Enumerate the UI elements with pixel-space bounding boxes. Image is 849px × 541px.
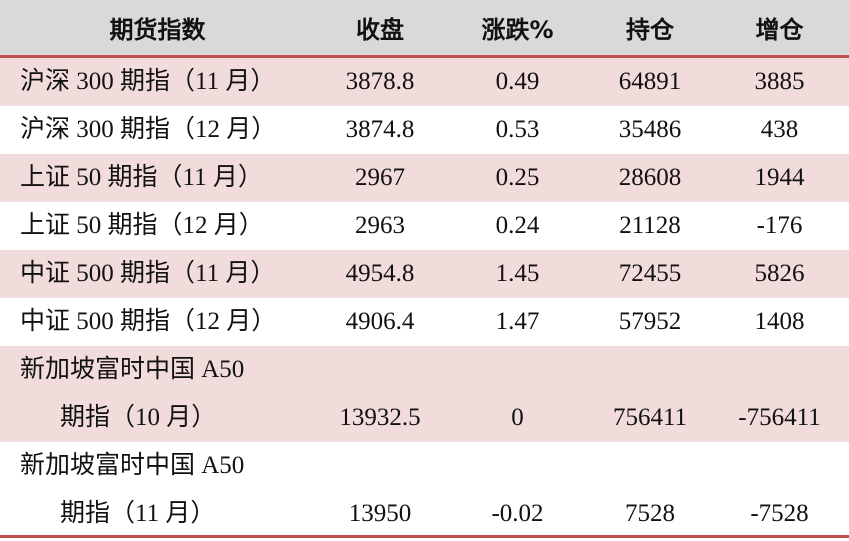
- name-cell: 新加坡富时中国 A50 期指（10 月）: [0, 346, 315, 442]
- value-cell: 3878.8: [345, 68, 415, 95]
- name-line: 新加坡富时中国 A50: [20, 452, 245, 479]
- name-line: 上证 50 期指（12 月）: [20, 212, 264, 239]
- header-cell: 期货指数: [109, 16, 206, 44]
- value-cell: 1.47: [495, 308, 540, 335]
- value-cell: 0.24: [495, 212, 540, 239]
- value-cell: 0.53: [495, 116, 540, 143]
- header-cell: 涨跌%: [481, 16, 554, 44]
- value-cell: 5826: [754, 260, 805, 287]
- name-lines: 沪深 300 期指（11 月）: [20, 58, 275, 106]
- table-row: 沪深 300 期指（12 月） 3874.8 0.53 35486 438: [0, 106, 849, 154]
- value-cell: -0.02: [491, 500, 544, 527]
- value-cell: 0.49: [495, 68, 540, 95]
- name-line: 中证 500 期指（11 月）: [20, 260, 276, 287]
- name-line: 期指（11 月）: [60, 500, 216, 527]
- name-lines: 新加坡富时中国 A50 期指（11 月）: [20, 442, 244, 538]
- name-cell: 上证 50 期指（11 月）: [0, 154, 315, 202]
- name-line: 沪深 300 期指（12 月）: [20, 116, 277, 143]
- name-line: 新加坡富时中国 A50: [20, 356, 245, 383]
- value-cell: 57952: [618, 308, 682, 335]
- table-row: 中证 500 期指（12 月） 4906.4 1.47 57952 1408: [0, 298, 849, 346]
- value-cell: 28608: [618, 164, 682, 191]
- name-lines: 沪深 300 期指（12 月）: [20, 106, 276, 154]
- name-line: 期指（10 月）: [60, 404, 217, 431]
- value-cell: 21128: [619, 212, 681, 239]
- value-cell: -7528: [750, 500, 809, 527]
- name-lines: 中证 500 期指（11 月）: [20, 250, 275, 298]
- value-cell: 13932.5: [339, 404, 421, 431]
- value-cell: 3874.8: [345, 116, 415, 143]
- value-cell: 64891: [618, 68, 682, 95]
- value-cell: 2967: [355, 164, 405, 191]
- value-cell: 4906.4: [345, 308, 415, 335]
- name-line: 沪深 300 期指（11 月）: [20, 68, 276, 95]
- name-line: 中证 500 期指（12 月）: [20, 308, 277, 335]
- header-row: 期货指数 收盘 涨跌% 持仓 增仓: [0, 0, 849, 58]
- value-cell: 0.25: [495, 164, 540, 191]
- name-lines: 上证 50 期指（12 月）: [20, 202, 264, 250]
- value-cell: 0: [511, 404, 524, 431]
- header-cell: 增仓: [755, 16, 804, 44]
- value-cell: 1408: [754, 308, 805, 335]
- value-cell: 3885: [754, 68, 805, 95]
- name-line: 上证 50 期指（11 月）: [20, 164, 263, 191]
- value-cell: 4954.8: [345, 260, 415, 287]
- name-lines: 新加坡富时中国 A50 期指（10 月）: [20, 346, 244, 442]
- value-cell: 35486: [618, 116, 682, 143]
- name-cell: 沪深 300 期指（11 月）: [0, 58, 315, 106]
- header-cell: 收盘: [356, 16, 404, 44]
- name-lines: 中证 500 期指（12 月）: [20, 298, 276, 346]
- table-row: 沪深 300 期指（11 月） 3878.8 0.49 64891 3885: [0, 58, 849, 106]
- bottom-rule: [0, 535, 849, 538]
- table-row: 上证 50 期指（12 月） 2963 0.24 21128 -176: [0, 202, 849, 250]
- header-cell: 持仓: [626, 16, 674, 44]
- value-cell: 2963: [355, 212, 405, 239]
- value-cell: 1.45: [495, 260, 540, 287]
- value-cell: -176: [756, 212, 803, 239]
- table-row: 中证 500 期指（11 月） 4954.8 1.45 72455 5826: [0, 250, 849, 298]
- name-cell: 上证 50 期指（12 月）: [0, 202, 315, 250]
- value-cell: 438: [760, 116, 799, 143]
- name-cell: 沪深 300 期指（12 月）: [0, 106, 315, 154]
- value-cell: 13950: [348, 500, 412, 527]
- name-lines: 上证 50 期指（11 月）: [20, 154, 263, 202]
- name-cell: 中证 500 期指（12 月）: [0, 298, 315, 346]
- table-row: 新加坡富时中国 A50 期指（11 月） 13950 -0.02 7528 -7528: [0, 442, 849, 538]
- name-cell: 中证 500 期指（11 月）: [0, 250, 315, 298]
- table-row: 上证 50 期指（11 月） 2967 0.25 28608 1944: [0, 154, 849, 202]
- value-cell: 1944: [754, 164, 805, 191]
- value-cell: -756411: [738, 404, 821, 431]
- value-cell: 72455: [618, 260, 682, 287]
- value-cell: 756411: [612, 404, 688, 431]
- name-cell: 新加坡富时中国 A50 期指（11 月）: [0, 442, 315, 538]
- table-row: 新加坡富时中国 A50 期指（10 月） 13932.5 0 756411 -756411: [0, 346, 849, 442]
- value-cell: 7528: [625, 500, 675, 527]
